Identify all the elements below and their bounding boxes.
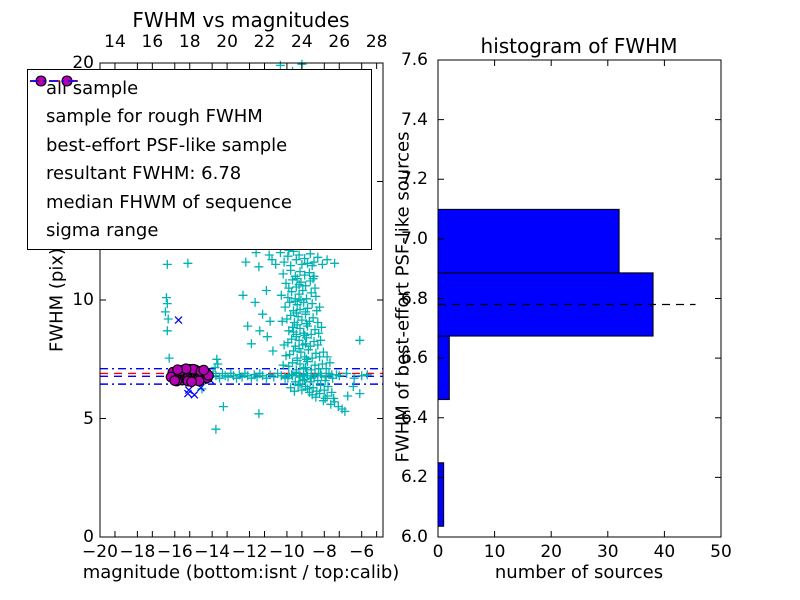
scatter-point-circle xyxy=(186,376,197,388)
scatter-point-circle xyxy=(198,364,210,376)
right-y-tick-label: 7.0 xyxy=(400,228,428,249)
legend-item: best-effort PSF-like sample xyxy=(35,75,365,159)
legend-item: sample for rough FWHM xyxy=(36,76,365,131)
right-y-tick-label: 6.2 xyxy=(400,467,428,488)
right-y-tick-label: 7.4 xyxy=(400,109,428,130)
legend-item-label: resultant FWHM: 6.78 xyxy=(46,163,242,185)
right-x-tick-label: 50 xyxy=(710,542,732,562)
right-x-tick-label: 0 xyxy=(432,542,444,562)
left-x-tick-label: −20 xyxy=(82,542,118,562)
left-top-tick-label: 22 xyxy=(253,32,276,52)
left-top-tick-label: 24 xyxy=(291,32,313,52)
left-top-tick-label: 16 xyxy=(141,32,164,52)
left-top-tick-label: 26 xyxy=(328,32,351,52)
left-plot-y-axis-label: FWHM (pix) xyxy=(46,247,68,353)
legend-item-label: sigma range xyxy=(46,220,159,242)
right-y-tick-label: 6.4 xyxy=(400,407,428,428)
right-x-tick-label: 30 xyxy=(596,542,619,562)
left-top-tick-label: 20 xyxy=(216,32,238,52)
right-y-tick-label: 7.2 xyxy=(400,169,428,190)
left-y-tick-label: 10 xyxy=(72,290,94,310)
left-top-tick-label: 18 xyxy=(178,32,201,52)
legend-item-label: median FHWM of sequence xyxy=(46,191,292,213)
left-y-tick-label: 0 xyxy=(83,527,94,547)
histogram-bar xyxy=(437,208,620,274)
right-y-tick-label: 6.0 xyxy=(400,527,428,547)
right-y-tick-label: 6.6 xyxy=(400,348,428,369)
scatter-point-circle xyxy=(172,364,183,376)
right-plot-y-axis-label: FWHM of best-effort PSF-like sources xyxy=(392,131,414,463)
left-x-tick-label: −8 xyxy=(311,542,337,562)
right-x-tick-label: 40 xyxy=(653,542,676,562)
left-y-tick-label: 5 xyxy=(83,408,94,429)
legend-marker-dashdot-line-icon xyxy=(30,80,78,82)
left-plot-title: FWHM vs magnitudes xyxy=(132,8,350,32)
legend-item: all sample xyxy=(36,74,365,102)
legend-item: median FHWM of sequence xyxy=(30,80,365,216)
histogram-bar xyxy=(437,462,445,527)
right-plot-x-axis-label: number of sources xyxy=(494,562,664,583)
right-y-tick-label: 7.6 xyxy=(400,50,428,70)
legend-item-label: best-effort PSF-like sample xyxy=(46,134,288,156)
right-plot-title: histogram of FWHM xyxy=(480,34,678,58)
left-top-tick-label: 14 xyxy=(104,32,126,52)
left-plot-x-axis-label: magnitude (bottom:isnt / top:calib) xyxy=(82,562,400,583)
left-x-tick-label: −18 xyxy=(119,542,156,562)
legend-item-label: sample for rough FWHM xyxy=(46,106,263,128)
right-y-tick-label: 6.8 xyxy=(400,288,428,309)
scatter-point-circle xyxy=(169,375,181,386)
left-x-tick-label: −10 xyxy=(268,542,305,562)
left-x-tick-label: −6 xyxy=(349,542,375,562)
left-x-tick-label: −12 xyxy=(231,542,268,562)
histogram-bar xyxy=(437,335,450,401)
legend-item: resultant FWHM: 6.78 xyxy=(30,80,365,188)
left-y-tick-label: 20 xyxy=(72,53,94,73)
right-x-tick-label: 20 xyxy=(540,542,563,562)
left-x-tick-label: −16 xyxy=(156,542,193,562)
legend: all sample sample for rough FWHM best-effo… xyxy=(27,69,372,250)
left-x-tick-label: −14 xyxy=(194,542,231,562)
left-top-tick-label: 28 xyxy=(365,32,388,52)
legend-item: sigma range xyxy=(30,80,365,245)
right-x-tick-label: 10 xyxy=(483,542,506,562)
scatter-series-plus xyxy=(160,59,372,434)
